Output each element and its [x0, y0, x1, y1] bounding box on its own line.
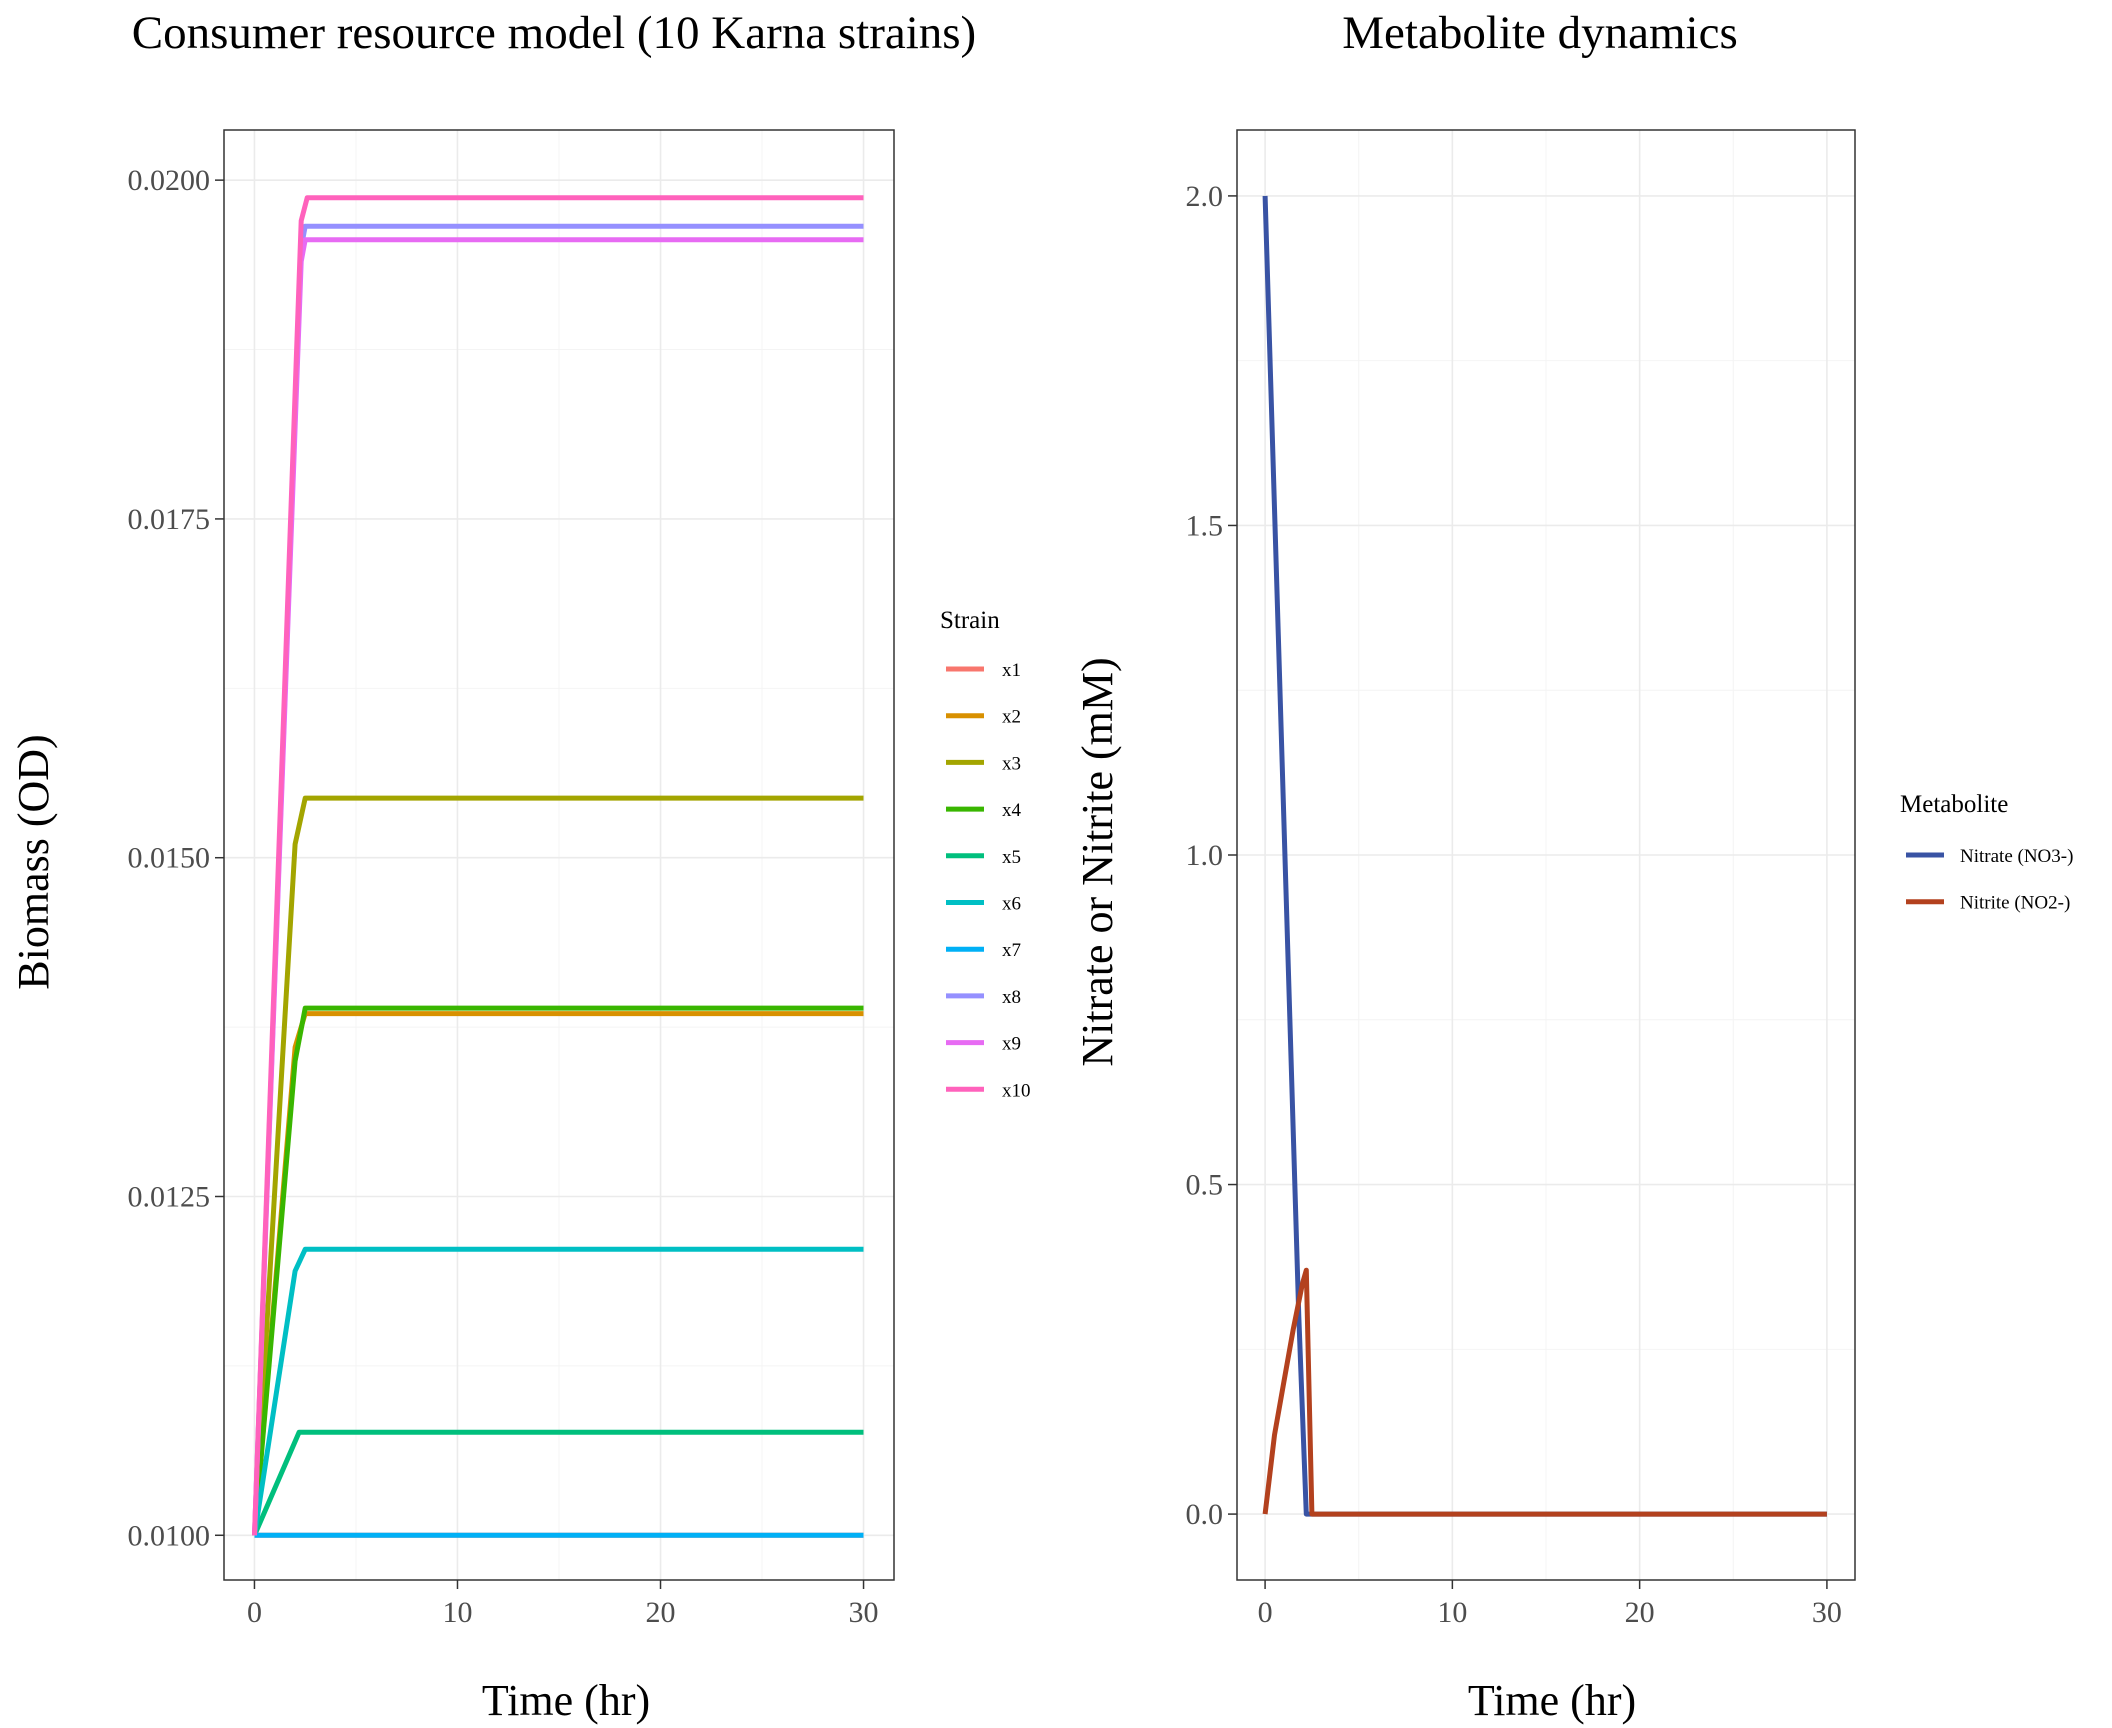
x-tick-label: 20: [1625, 1596, 1655, 1629]
legend-item: x2: [946, 707, 1021, 728]
legend-label: x2: [1002, 707, 1021, 728]
legend-item: Nitrite (NO2-): [1906, 893, 2070, 914]
y-tick-label: 1.0: [1186, 839, 1224, 872]
series-line-x4: [252, 1005, 864, 1536]
series-line-x10: [252, 195, 864, 1536]
legend-label: x8: [1002, 987, 1021, 1008]
gridlines: [1237, 130, 1855, 1580]
legend-title: Metabolite: [1900, 791, 2008, 818]
legend-label: x4: [1002, 800, 1022, 821]
series-line-x3: [252, 795, 864, 1536]
gridlines: [224, 130, 894, 1580]
x-tick-label: 10: [1437, 1596, 1467, 1629]
series-lines: [252, 195, 864, 1538]
legend-item: x8: [946, 987, 1021, 1008]
chart-title: Metabolite dynamics: [1342, 7, 1737, 59]
x-tick-label: 30: [849, 1596, 879, 1629]
legend-item: x1: [946, 660, 1021, 681]
x-axis-title: Time (hr): [482, 1676, 650, 1725]
legend-label: x6: [1002, 894, 1021, 915]
x-tick-label: 30: [1812, 1596, 1842, 1629]
y-tick-label: 0.5: [1186, 1169, 1224, 1202]
axis-ticks: 0 10 20 30 0.0100 0.0125 0.0150 0.0175 0.0200: [128, 164, 879, 1629]
x-tick-label: 0: [1258, 1596, 1273, 1629]
y-tick-label: 0.0125: [128, 1180, 211, 1213]
series-lines: [1262, 195, 1827, 1517]
y-tick-label: 2.0: [1186, 180, 1224, 213]
legend-label: x10: [1002, 1080, 1031, 1101]
legend-item: x6: [946, 894, 1021, 915]
series-line-x6: [252, 1246, 864, 1536]
legend: Metabolite Nitrate (NO3-) Nitrite (NO2-): [1900, 791, 2073, 914]
x-tick-label: 10: [442, 1596, 472, 1629]
axis-ticks: 0 10 20 30 0.0 0.5 1.0 1.5 2.0: [1186, 180, 1842, 1629]
y-tick-label: 1.5: [1186, 509, 1224, 542]
legend-item: x10: [946, 1080, 1031, 1101]
legend-item: x9: [946, 1034, 1021, 1055]
legend-label: x3: [1002, 753, 1021, 774]
legend-item: x5: [946, 847, 1021, 868]
series-line-nitrite-no2: [1262, 1267, 1827, 1517]
legend-label: Nitrite (NO2-): [1960, 893, 2070, 914]
legend-item: Nitrate (NO3-): [1906, 846, 2073, 867]
legend-items: x1 x2 x3 x4 x5 x6 x7 x8 x9 x10: [946, 660, 1031, 1101]
metabolite-chart: Metabolite dynamics 0 10 20 30 0.0 0.5 1.0 1.5 2…: [1073, 7, 2073, 1725]
y-tick-label: 0.0200: [128, 164, 211, 197]
x-axis-title: Time (hr): [1468, 1676, 1636, 1725]
legend-label: Nitrate (NO3-): [1960, 846, 2073, 867]
legend-item: x4: [946, 800, 1022, 821]
legend-label: x9: [1002, 1034, 1021, 1055]
series-line-x5: [252, 1429, 864, 1537]
x-tick-label: 20: [646, 1596, 676, 1629]
legend-label: x7: [1002, 940, 1021, 961]
y-axis-title: Nitrate or Nitrite (mM): [1073, 657, 1122, 1066]
y-tick-label: 0.0175: [128, 503, 211, 536]
y-axis-title: Biomass (OD): [9, 734, 58, 989]
legend: Strain x1 x2 x3 x4 x5 x6 x7 x8 x9 x10: [940, 607, 1031, 1101]
y-tick-label: 0.0100: [128, 1519, 211, 1552]
legend-items: Nitrate (NO3-) Nitrite (NO2-): [1906, 846, 2073, 914]
y-tick-label: 0.0150: [128, 842, 211, 875]
panel-border: [223, 129, 895, 1581]
legend-label: x5: [1002, 847, 1021, 868]
biomass-chart: Consumer resource model (10 Karna strain…: [9, 7, 1031, 1725]
legend-item: x7: [946, 940, 1021, 961]
y-tick-label: 0.0: [1186, 1498, 1224, 1531]
legend-label: x1: [1002, 660, 1021, 681]
chart-title: Consumer resource model (10 Karna strain…: [132, 7, 976, 59]
legend-title: Strain: [940, 607, 1000, 634]
x-tick-label: 0: [247, 1596, 262, 1629]
legend-item: x3: [946, 753, 1021, 774]
